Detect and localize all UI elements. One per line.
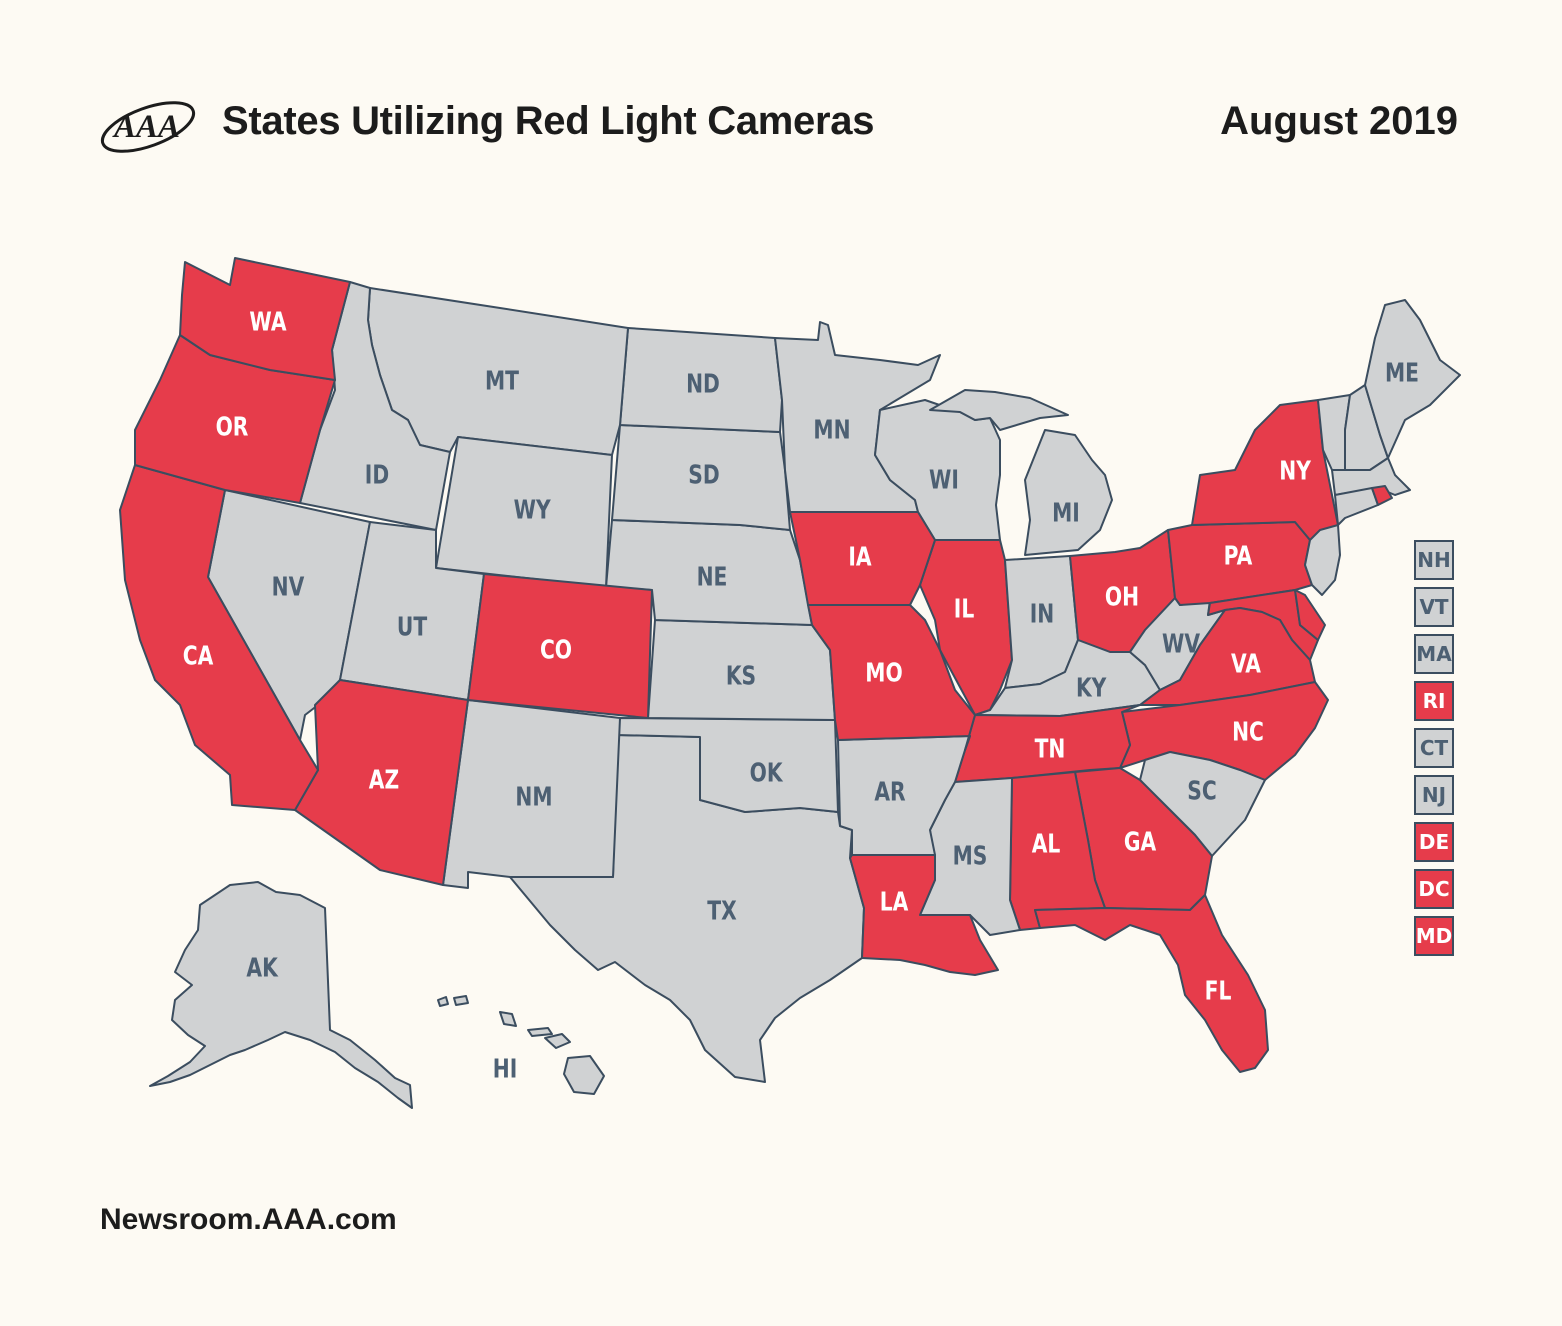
date-label: August 2019	[1220, 99, 1458, 143]
aaa-logo: AAA	[100, 101, 196, 153]
state-HI	[453, 995, 469, 1006]
label-NC: NC	[1232, 717, 1264, 747]
label-SC: SC	[1187, 776, 1216, 806]
state-ME	[1364, 299, 1461, 459]
label-GA: GA	[1124, 827, 1156, 857]
label-AK: AK	[246, 953, 278, 983]
legend-label: NJ	[1421, 783, 1447, 807]
state-MI	[1024, 429, 1113, 556]
label-OK: OK	[750, 758, 784, 788]
state-CO	[467, 573, 653, 719]
legend-label: NH	[1417, 548, 1451, 572]
legend-MD: MD	[1414, 916, 1454, 956]
legend-NH: NH	[1414, 540, 1454, 580]
label-MT: MT	[485, 366, 519, 396]
legend-DE: DE	[1414, 822, 1454, 862]
label-IA: IA	[848, 542, 871, 572]
state-OK	[616, 717, 839, 813]
label-MO: MO	[865, 658, 902, 688]
label-PA: PA	[1224, 541, 1253, 571]
state-MI	[929, 389, 1069, 431]
state-NJ	[1304, 524, 1341, 596]
label-WA: WA	[249, 307, 286, 337]
label-IL: IL	[954, 594, 975, 624]
legend-label: MA	[1416, 642, 1452, 666]
label-IN: IN	[1030, 599, 1055, 629]
state-MN	[774, 321, 941, 513]
page-title: States Utilizing Red Light Cameras	[222, 99, 875, 143]
state-HI	[437, 996, 449, 1007]
state-MO	[807, 604, 976, 751]
state-AK	[149, 881, 413, 1109]
label-VA: VA	[1231, 649, 1261, 679]
label-TN: TN	[1035, 734, 1066, 764]
legend-label: DE	[1418, 830, 1450, 854]
label-NE: NE	[697, 562, 728, 592]
label-WY: WY	[514, 495, 552, 525]
label-OH: OH	[1105, 582, 1139, 612]
state-FL	[1034, 894, 1269, 1073]
legend-label: MD	[1415, 924, 1453, 948]
state-CA	[119, 464, 319, 811]
legend-label: DC	[1418, 877, 1450, 901]
state-HI	[544, 1033, 571, 1049]
label-KS: KS	[726, 661, 756, 691]
label-UT: UT	[397, 612, 427, 642]
logo-text: AAA	[112, 109, 180, 145]
state-labels: WA OR CA NV ID MT WY UT AZ CO NM ND SD N…	[183, 307, 1419, 1084]
state-NY	[1191, 399, 1339, 546]
label-OR: OR	[216, 412, 249, 442]
state-HI	[527, 1027, 553, 1037]
label-MN: MN	[813, 415, 850, 445]
legend-CT: CT	[1414, 728, 1454, 768]
legend-VT: VT	[1414, 587, 1454, 627]
state-NM	[442, 699, 621, 889]
state-RI	[1371, 485, 1393, 506]
legend-MA: MA	[1414, 634, 1454, 674]
label-ID: ID	[365, 460, 389, 490]
label-LA: LA	[880, 887, 909, 917]
label-FL: FL	[1205, 976, 1232, 1006]
state-HI	[499, 1011, 517, 1027]
label-NV: NV	[272, 572, 305, 602]
label-ND: ND	[686, 369, 720, 399]
label-WV: WV	[1162, 629, 1200, 659]
state-WA	[179, 257, 351, 381]
source-footer: Newsroom.AAA.com	[100, 1203, 397, 1236]
label-TX: TX	[707, 896, 736, 926]
legend-label: VT	[1419, 595, 1449, 619]
label-NY: NY	[1279, 456, 1312, 486]
label-CA: CA	[183, 641, 214, 671]
state-LA	[849, 854, 999, 976]
label-MS: MS	[953, 841, 988, 871]
label-CO: CO	[540, 635, 572, 665]
label-HI: HI	[493, 1054, 518, 1084]
label-NM: NM	[515, 782, 552, 812]
small-states-legend: NH VT MA RI CT NJ DE DC MD	[1414, 540, 1456, 963]
label-SD: SD	[688, 460, 719, 490]
legend-NJ: NJ	[1414, 775, 1454, 815]
legend-RI: RI	[1414, 681, 1454, 721]
label-ME: ME	[1385, 358, 1419, 388]
legend-label: RI	[1422, 689, 1446, 713]
state-ID	[299, 281, 451, 531]
state-HI	[563, 1055, 605, 1095]
label-AL: AL	[1032, 829, 1061, 859]
state-DE	[1294, 589, 1326, 641]
state-AZ	[294, 679, 469, 886]
state-IA	[789, 511, 936, 606]
label-WI: WI	[929, 465, 959, 495]
state-CT	[1334, 487, 1379, 526]
label-MI: MI	[1052, 498, 1080, 528]
legend-DC: DC	[1414, 869, 1454, 909]
label-AZ: AZ	[369, 765, 399, 795]
header: AAA States Utilizing Red Light Cameras A…	[98, 95, 1458, 155]
label-AR: AR	[874, 777, 905, 807]
legend-label: CT	[1419, 736, 1449, 760]
label-KY: KY	[1076, 673, 1107, 703]
